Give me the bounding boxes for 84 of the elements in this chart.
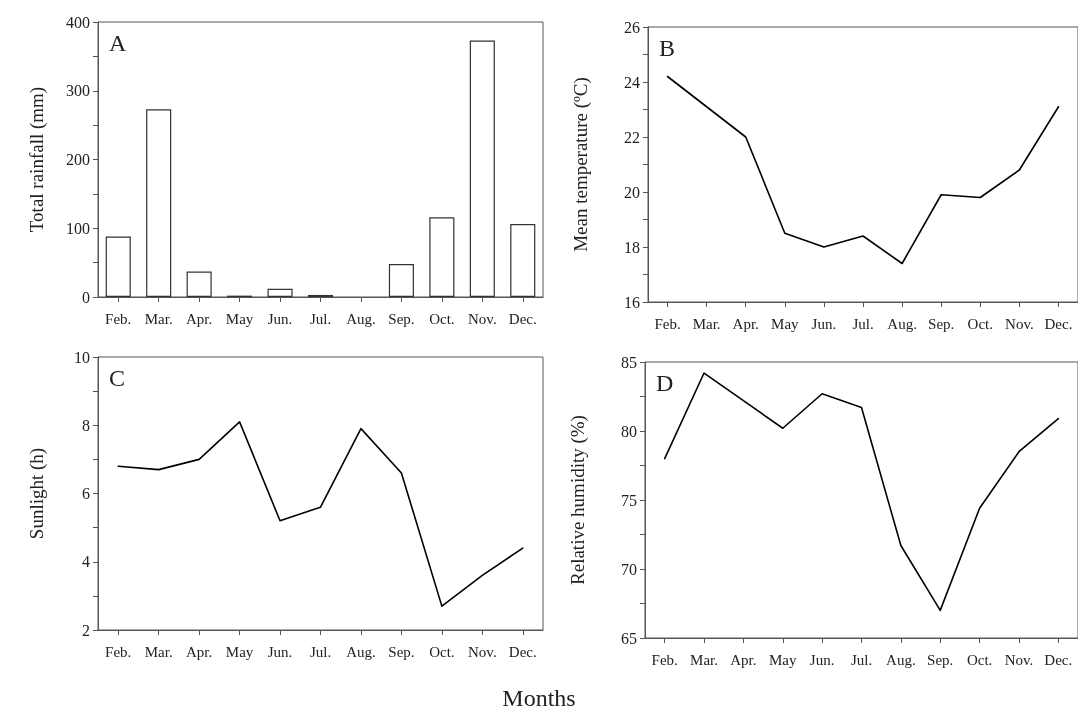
- bar: [105, 236, 131, 297]
- x-tick-label: Oct.: [967, 315, 993, 332]
- y-tick-label: 4: [82, 553, 90, 571]
- y-tick-label: 8: [82, 416, 90, 434]
- y-tick-label: 80: [621, 422, 637, 440]
- y-tick-label: 2: [82, 621, 90, 639]
- text: Months: [501, 685, 577, 712]
- bar: [186, 271, 212, 297]
- x-tick-label: Jul.: [309, 643, 332, 660]
- x-tick-label: May: [225, 643, 254, 660]
- y-tick-label: 26: [624, 18, 640, 36]
- x-tick-label: Aug.: [346, 643, 376, 660]
- x-tick-label: Mar.: [144, 310, 173, 327]
- x-tick-label: Mar.: [690, 651, 719, 668]
- x-tick-label: Oct.: [429, 310, 455, 327]
- x-tick-label: May: [771, 315, 800, 332]
- x-tick-label: Jun.: [267, 643, 293, 660]
- y-tick-label: 16: [624, 293, 640, 311]
- x-tick-label: Aug.: [346, 310, 376, 327]
- x-tick-label: Jul.: [852, 315, 874, 332]
- x-tick-label: Jun.: [809, 651, 835, 668]
- bar: [146, 109, 172, 297]
- x-tick-label: Dec.: [1044, 651, 1073, 668]
- x-tick-label: Sep.: [388, 643, 415, 660]
- x-tick-label: Aug.: [887, 315, 917, 332]
- bar: [388, 264, 414, 297]
- bar: [510, 224, 536, 297]
- y-tick-label: 24: [624, 73, 640, 91]
- x-tick-label: May: [769, 651, 798, 668]
- y-tick-label: 75: [621, 491, 637, 509]
- x-tick-label: Dec.: [1044, 315, 1073, 332]
- x-tick-label: Feb.: [651, 651, 678, 668]
- x-tick-label: Feb.: [105, 310, 132, 327]
- y-axis-title: Mean temperature (ºC): [570, 77, 592, 252]
- x-tick-label: Feb.: [654, 315, 681, 332]
- chart-title: A: [109, 30, 127, 56]
- y-axis-title: Relative humidity (%): [567, 415, 589, 585]
- x-tick-label: May: [225, 310, 254, 327]
- x-tick-label: Jul.: [850, 651, 873, 668]
- x-tick-label: Feb.: [105, 643, 132, 660]
- x-tick-label: Jul.: [309, 310, 332, 327]
- y-tick-label: 18: [624, 238, 640, 256]
- bar: [267, 288, 293, 297]
- x-tick-label: Apr.: [186, 643, 213, 660]
- line-series: [666, 75, 1060, 265]
- y-tick-label: 10: [74, 348, 90, 366]
- x-tick-label: Aug.: [886, 651, 916, 668]
- y-tick-label: 0: [82, 288, 90, 306]
- x-tick-label: Jun.: [267, 310, 293, 327]
- y-tick-label: 300: [66, 82, 90, 100]
- x-tick-label: Nov.: [1004, 651, 1034, 668]
- y-tick-label: 65: [621, 629, 637, 647]
- x-tick-label: Nov.: [468, 643, 497, 660]
- x-tick-label: Sep.: [928, 315, 955, 332]
- x-tick-label: Oct.: [966, 651, 993, 668]
- y-tick-label: 200: [66, 151, 90, 168]
- y-tick-label: 70: [621, 560, 637, 578]
- y-tick-label: 20: [624, 183, 640, 201]
- x-tick-label: Nov.: [468, 310, 497, 327]
- x-tick-label: Mar.: [692, 315, 721, 332]
- x-tick-label: Apr.: [732, 315, 759, 332]
- y-tick-label: 100: [66, 219, 90, 237]
- x-tick-label: Jun.: [811, 315, 837, 332]
- chart-title: B: [659, 35, 676, 61]
- x-tick-label: Apr.: [186, 310, 213, 327]
- x-tick-label: Apr.: [730, 651, 757, 668]
- y-tick-label: 400: [66, 13, 90, 31]
- x-tick-label: Mar.: [144, 643, 173, 660]
- line-series: [117, 421, 524, 607]
- y-tick-label: 85: [621, 353, 637, 371]
- chart-title: C: [109, 365, 126, 391]
- bar: [429, 217, 455, 297]
- y-tick-label: 6: [82, 485, 90, 502]
- x-tick-label: Sep.: [388, 310, 415, 327]
- x-tick-label: Oct.: [429, 643, 455, 660]
- y-tick-label: 22: [624, 128, 640, 146]
- bar: [469, 40, 495, 297]
- y-axis-title: Total rainfall (mm): [26, 86, 48, 233]
- x-tick-label: Sep.: [927, 651, 954, 668]
- x-tick-label: Dec.: [508, 643, 537, 660]
- chart-title: D: [656, 370, 674, 396]
- x-tick-label: Dec.: [508, 310, 537, 327]
- x-tick-label: Nov.: [1005, 315, 1034, 332]
- y-axis-title: Sunlight (h): [26, 447, 48, 540]
